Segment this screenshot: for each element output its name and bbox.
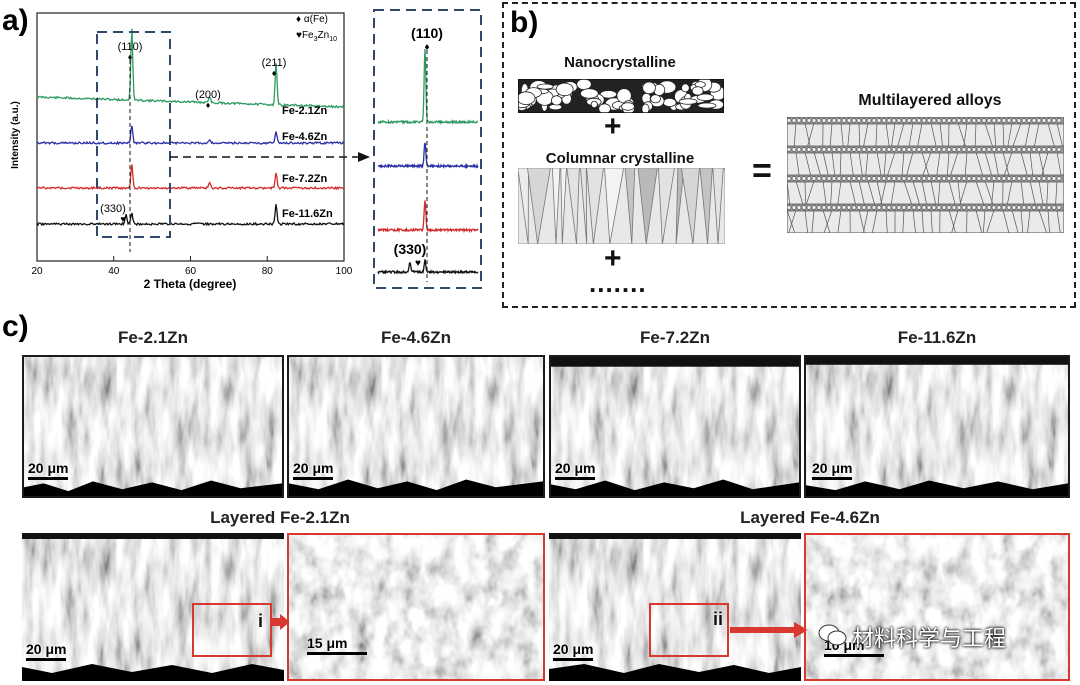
columnar-graphic (518, 168, 725, 244)
micrograph-layered-fe-4.6zn: ii 20 μm (549, 533, 801, 681)
roi-arrow-ii (730, 622, 808, 638)
plus-1: + (604, 110, 622, 143)
peak-label-211: (211) (262, 57, 287, 69)
diamond-200: ♦ (206, 100, 211, 110)
panel-label-a: a) (2, 4, 29, 37)
x-axis-label: 2 Theta (degree) (144, 277, 237, 291)
inset-series-4 (377, 259, 479, 275)
title-layered-fe-2.1zn: Layered Fe-2.1Zn (210, 508, 350, 527)
title-layered-fe-4.6zn: Layered Fe-4.6Zn (740, 508, 880, 527)
multilayered-label: Multilayered alloys (858, 92, 1002, 109)
x-tick-label: 60 (185, 266, 197, 277)
micrograph-fe-4.6zn: 20 μm (287, 355, 545, 498)
legend-fe3zn10: ♥Fe3Zn10 (296, 30, 337, 43)
micrograph-fe-7.2zn: 20 μm (549, 355, 801, 498)
zoom-arrow-head (358, 152, 370, 162)
wechat-icon (818, 624, 847, 646)
series-fe-11.6zn (36, 204, 345, 227)
series-fe-4.6zn (36, 125, 345, 146)
diamond-110: ♦ (128, 52, 133, 62)
diamond-211: ♦ (272, 68, 277, 78)
roi-arrow-i (270, 614, 290, 630)
panel-label-c: c) (2, 310, 29, 343)
nanocrystalline-graphic (518, 79, 724, 113)
x-tick-label: 40 (108, 266, 120, 277)
equals-sign: = (752, 152, 772, 190)
scale-bar-20um: 20 μm (812, 460, 852, 480)
scale-bar-20um: 20 μm (293, 460, 333, 480)
xrd-chart: 20 40 60 80 100 Intensity (a.u.) 2 Theta (de… (10, 9, 482, 291)
series-label-2: Fe-4.6Zn (282, 131, 328, 143)
micrograph-fe-2.1zn: 20 μm (22, 355, 284, 498)
inset-peak-label-330: (330) (394, 241, 427, 257)
plus-2: + (604, 242, 622, 275)
micrograph-fe-11.6zn: 20 μm (804, 355, 1070, 498)
x-tick-label: 100 (336, 266, 353, 277)
nanocrystalline-label: Nanocrystalline (564, 54, 676, 71)
inset-heart-330: ♥ (415, 258, 421, 269)
panel-b-frame (502, 2, 1076, 308)
zoom-box (96, 31, 171, 238)
roi-box-ii (649, 603, 729, 657)
roi-box-i (192, 603, 272, 657)
peak-label-200: (200) (195, 89, 221, 101)
series-label-3: Fe-7.2Zn (282, 173, 328, 185)
scale-bar-20um: 20 μm (555, 460, 595, 480)
micrograph-zoom-i: 15 μm (287, 533, 545, 681)
watermark-text: 材料科学与工程 (852, 626, 1007, 651)
x-axis-ticks: 20 40 60 80 100 (31, 256, 353, 277)
roi-label-ii: ii (713, 609, 724, 629)
inset-peak-label-110: (110) (411, 25, 443, 41)
title-fe-4.6zn: Fe-4.6Zn (381, 328, 451, 347)
ellipsis-dots: ....... (589, 268, 647, 298)
series-fe-2.1zn (36, 28, 345, 109)
roi-label-i: i (258, 611, 264, 631)
scale-bar-20um: 20 μm (553, 641, 593, 661)
series-label-4: Fe-11.6Zn (282, 208, 333, 220)
inset-series-2 (377, 142, 479, 170)
panel-label-b: b) (510, 6, 539, 39)
title-fe-11.6zn: Fe-11.6Zn (897, 328, 977, 347)
micrograph-zoom-ii: 10 μm (804, 533, 1070, 681)
micrograph-layered-fe-2.1zn: i 20 μm (22, 533, 284, 681)
heart-330: ♥ (120, 214, 125, 224)
x-tick-label: 80 (262, 266, 274, 277)
series-label-1: Fe-2.1Zn (282, 105, 328, 117)
scale-bar-20um: 20 μm (26, 641, 66, 661)
peak-label-330: (330) (100, 203, 126, 215)
y-axis-label: Intensity (a.u.) (10, 101, 21, 169)
inset-series-1 (377, 48, 479, 126)
series-fe-7.2zn (36, 164, 345, 191)
title-fe-2.1zn: Fe-2.1Zn (118, 328, 188, 347)
x-tick-label: 20 (31, 266, 43, 277)
legend-alpha-fe: ♦ α(Fe) (296, 14, 328, 25)
scale-bar-15um: 15 μm (307, 635, 367, 655)
inset-box (373, 9, 482, 289)
multilayered-graphic (787, 117, 1064, 233)
scale-bar-20um: 20 μm (28, 460, 68, 480)
columnar-label: Columnar crystalline (545, 150, 695, 167)
inset-diamond-110: ♦ (424, 42, 429, 53)
title-fe-7.2zn: Fe-7.2Zn (640, 328, 710, 347)
inset-series-3 (377, 200, 479, 234)
peak-label-110: (110) (118, 41, 143, 53)
